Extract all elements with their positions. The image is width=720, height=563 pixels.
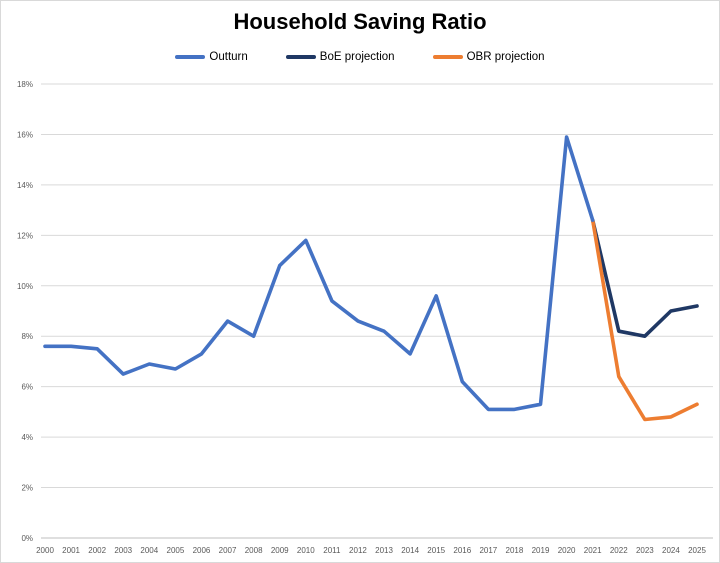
obr-projection-line-swatch-icon	[432, 54, 463, 60]
x-axis-tick-label: 2004	[140, 546, 158, 555]
x-axis-tick-label: 2024	[662, 546, 680, 555]
y-axis-tick-label: 2%	[21, 484, 33, 493]
x-axis-tick-label: 2001	[62, 546, 80, 555]
x-axis-tick-label: 2006	[193, 546, 211, 555]
x-axis-tick-label: 2008	[245, 546, 263, 555]
x-axis-tick-label: 2012	[349, 546, 367, 555]
x-axis-tick-label: 2009	[271, 546, 289, 555]
legend: Outturn BoE projection OBR projection	[1, 51, 719, 63]
legend-item-outturn: Outturn	[175, 51, 248, 63]
y-axis-tick-label: 0%	[21, 534, 33, 543]
legend-label-boe-projection: BoE projection	[319, 51, 395, 63]
y-axis-tick-label: 8%	[21, 332, 33, 341]
x-axis-tick-label: 2010	[297, 546, 315, 555]
x-axis-tick-label: 2025	[688, 546, 706, 555]
x-axis-tick-label: 2002	[88, 546, 106, 555]
x-axis-tick-label: 2013	[375, 546, 393, 555]
x-axis-tick-label: 2017	[479, 546, 497, 555]
legend-label-obr-projection: OBR projection	[466, 51, 545, 63]
x-axis-tick-label: 2007	[219, 546, 237, 555]
x-axis-tick-label: 2000	[36, 546, 54, 555]
x-axis-tick-label: 2014	[401, 546, 419, 555]
x-axis-tick-label: 2016	[453, 546, 471, 555]
x-axis-tick-label: 2018	[506, 546, 524, 555]
series-line-obr-projection	[590, 218, 699, 422]
outturn-line-swatch-icon	[175, 54, 206, 60]
legend-item-boe-projection: BoE projection	[285, 51, 395, 63]
y-axis-tick-label: 18%	[17, 80, 33, 89]
x-axis-tick-label: 2019	[532, 546, 550, 555]
y-axis-tick-label: 6%	[21, 383, 33, 392]
x-axis-tick-label: 2022	[610, 546, 628, 555]
series-line-boe-projection	[590, 218, 699, 339]
y-axis-tick-label: 10%	[17, 282, 33, 291]
series-line-outturn	[43, 135, 595, 412]
chart-title: Household Saving Ratio	[233, 9, 487, 34]
legend-label-outturn: Outturn	[209, 51, 248, 63]
y-axis-tick-label: 14%	[17, 181, 33, 190]
x-axis-tick-label: 2011	[323, 546, 341, 555]
y-axis-tick-label: 12%	[17, 231, 33, 240]
x-axis-tick-label: 2003	[114, 546, 132, 555]
x-axis-tick-label: 2020	[558, 546, 576, 555]
x-axis-tick-label: 2023	[636, 546, 654, 555]
boe-projection-line-swatch-icon	[285, 54, 316, 60]
y-axis-tick-label: 4%	[21, 433, 33, 442]
x-axis-tick-label: 2005	[167, 546, 185, 555]
x-axis-tick-label: 2015	[427, 546, 445, 555]
y-axis-tick-label: 16%	[17, 130, 33, 139]
x-axis-tick-label: 2021	[584, 546, 602, 555]
legend-item-obr-projection: OBR projection	[432, 51, 545, 63]
